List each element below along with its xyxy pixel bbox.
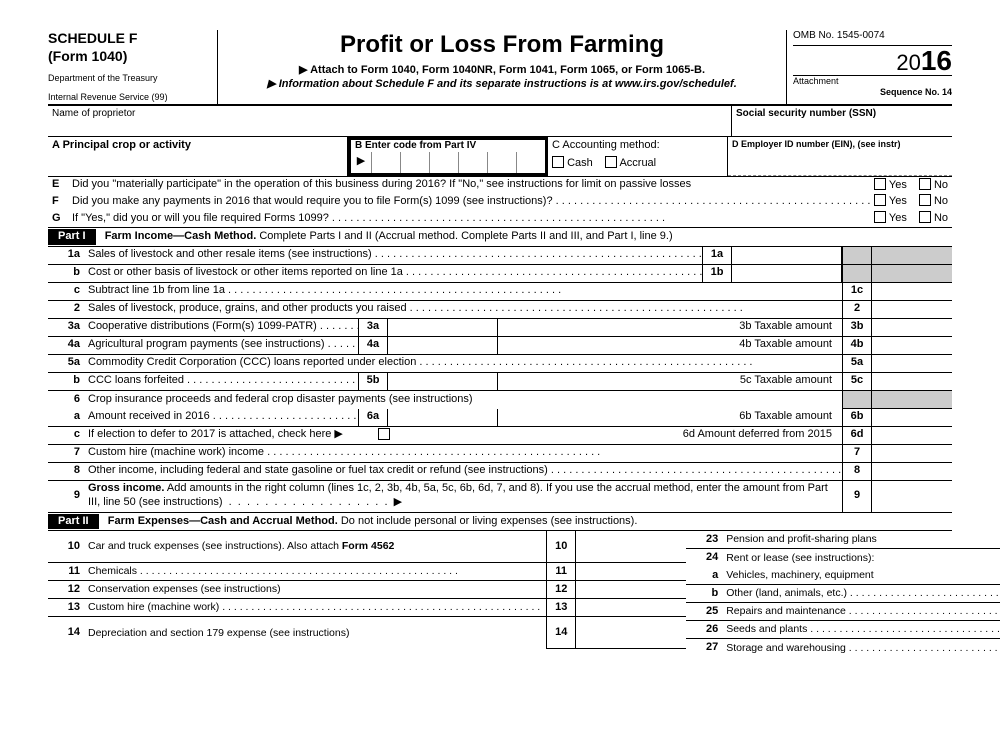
e-no[interactable] (919, 178, 931, 190)
amt-6a[interactable] (388, 409, 498, 426)
amt-9[interactable] (872, 481, 952, 512)
line-9: 9Gross income. Add amounts in the right … (48, 481, 952, 513)
line-1a: 1aSales of livestock and other resale it… (48, 247, 952, 265)
info-instr: Information about Schedule F and its sep… (224, 78, 780, 92)
code-entry-box[interactable]: B Enter code from Part IV ▶ (348, 137, 548, 176)
part1-header: Part I Farm Income—Cash Method. Complete… (48, 228, 952, 247)
omb-number: OMB No. 1545-0074 (793, 30, 952, 46)
dept2: Internal Revenue Service (99) (48, 92, 211, 103)
ssn-field[interactable]: Social security number (SSN) (732, 106, 952, 136)
amt-5a[interactable] (872, 355, 952, 372)
line-4a: 4aAgricultural program payments (see ins… (48, 337, 952, 355)
line-13: 13Custom hire (machine work)13 (48, 599, 686, 617)
f-no[interactable] (919, 194, 931, 206)
line-24: 24Rent or lease (see instructions): (686, 549, 1000, 567)
amt-12[interactable] (576, 581, 686, 598)
proprietor-name-field[interactable]: Name of proprietor (48, 106, 732, 136)
amt-1c[interactable] (872, 283, 952, 300)
line-7: 7Custom hire (machine work) income7 (48, 445, 952, 463)
attachment-label: Attachment (793, 76, 952, 87)
amt-14[interactable] (576, 617, 686, 649)
schedule-label: SCHEDULE F (48, 30, 211, 48)
form-title: Profit or Loss From Farming (224, 30, 780, 60)
abcd-row: A Principal crop or activity B Enter cod… (48, 137, 952, 177)
amt-6d[interactable] (872, 427, 952, 444)
question-f: FDid you make any payments in 2016 that … (48, 193, 952, 210)
line-24b: bOther (land, animals, etc.)24b (686, 585, 1000, 603)
ein-field[interactable]: D Employer ID number (EIN), (see instr) (728, 137, 952, 176)
amt-5c[interactable] (872, 373, 952, 390)
line-1c: cSubtract line 1b from line 1a1c (48, 283, 952, 301)
attach-instr: Attach to Form 1040, Form 1040NR, Form 1… (224, 64, 780, 78)
line-27: 27Storage and warehousing27 (686, 639, 1000, 657)
amt-2[interactable] (872, 301, 952, 318)
form-header: SCHEDULE F (Form 1040) Department of the… (48, 30, 952, 106)
line-6c: cIf election to defer to 2017 is attache… (48, 427, 952, 445)
defer-checkbox[interactable] (378, 428, 390, 440)
line-26: 26Seeds and plants26 (686, 621, 1000, 639)
question-e: EDid you "materially participate" in the… (48, 177, 952, 194)
amt-13[interactable] (576, 599, 686, 616)
amt-10[interactable] (576, 531, 686, 562)
accounting-method: C Accounting method: Cash Accrual (548, 137, 728, 176)
sequence-no: Sequence No. 14 (793, 87, 952, 98)
line-5b: bCCC loans forfeited5b5c Taxable amount5… (48, 373, 952, 391)
g-yes[interactable] (874, 211, 886, 223)
amt-1a[interactable] (732, 247, 842, 264)
dept1: Department of the Treasury (48, 73, 211, 84)
tax-year: 2016 (793, 46, 952, 76)
amt-6b[interactable] (872, 409, 952, 426)
amt-3b[interactable] (872, 319, 952, 336)
part2-columns: 10Car and truck expenses (see instructio… (48, 531, 952, 657)
part2-header: Part II Farm Expenses—Cash and Accrual M… (48, 513, 952, 532)
g-no[interactable] (919, 211, 931, 223)
accrual-checkbox[interactable] (605, 156, 617, 168)
amt-8[interactable] (872, 463, 952, 480)
line-14: 14Depreciation and section 179 expense (… (48, 617, 686, 649)
amt-7[interactable] (872, 445, 952, 462)
line-2: 2Sales of livestock, produce, grains, an… (48, 301, 952, 319)
amt-4b[interactable] (872, 337, 952, 354)
line-6a: aAmount received in 20166a6b Taxable amo… (48, 409, 952, 427)
e-yes[interactable] (874, 178, 886, 190)
question-g: GIf "Yes," did you or will you file requ… (48, 210, 952, 228)
line-1b: bCost or other basis of livestock or oth… (48, 265, 952, 283)
line-23: 23Pension and profit-sharing plans23 (686, 531, 1000, 549)
line-24a: aVehicles, machinery, equipment24a (686, 567, 1000, 585)
form-label: (Form 1040) (48, 48, 211, 66)
line-10: 10Car and truck expenses (see instructio… (48, 531, 686, 563)
line-6: 6Crop insurance proceeds and federal cro… (48, 391, 952, 409)
line-8: 8Other income, including federal and sta… (48, 463, 952, 481)
principal-crop-field[interactable]: A Principal crop or activity (48, 137, 348, 176)
amt-3a[interactable] (388, 319, 498, 336)
line-5a: 5aCommodity Credit Corporation (CCC) loa… (48, 355, 952, 373)
amt-11[interactable] (576, 563, 686, 580)
cash-checkbox[interactable] (552, 156, 564, 168)
amt-4a[interactable] (388, 337, 498, 354)
name-ssn-row: Name of proprietor Social security numbe… (48, 106, 952, 137)
line-3a: 3aCooperative distributions (Form(s) 109… (48, 319, 952, 337)
amt-1b[interactable] (732, 265, 842, 282)
line-11: 11Chemicals11 (48, 563, 686, 581)
f-yes[interactable] (874, 194, 886, 206)
line-25: 25Repairs and maintenance25 (686, 603, 1000, 621)
line-12: 12Conservation expenses (see instruction… (48, 581, 686, 599)
amt-5b[interactable] (388, 373, 498, 390)
